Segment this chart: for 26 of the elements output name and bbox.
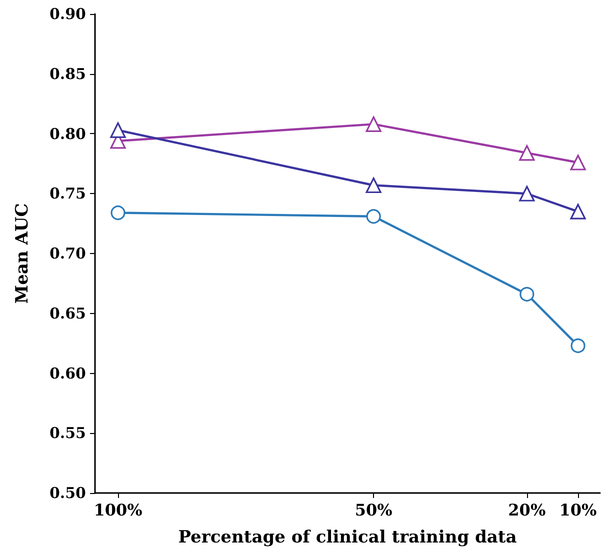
y-tick-label: 0.70 — [49, 244, 86, 262]
point — [366, 177, 382, 194]
point — [110, 205, 126, 220]
point — [570, 154, 586, 170]
y-tick-label: 0.75 — [49, 184, 86, 203]
point — [366, 209, 381, 224]
point — [520, 286, 534, 302]
point — [110, 122, 126, 138]
point — [366, 116, 382, 132]
y-tick-label: 0.80 — [49, 124, 86, 143]
y-tick-label: 0.60 — [49, 364, 86, 382]
point — [519, 145, 535, 161]
y-tick-label: 0.55 — [49, 424, 86, 442]
point — [519, 186, 535, 202]
x-tick-label: 50% — [354, 500, 392, 520]
x-tick-label: 10% — [559, 500, 597, 520]
y-tick-label: 0.90 — [49, 5, 86, 23]
y-tick-label: 0.85 — [49, 64, 86, 83]
x-tick-label: 20% — [508, 500, 546, 520]
y-axis-title: Mean AUC — [12, 203, 32, 304]
y-tick-label: 0.50 — [49, 484, 86, 502]
x-tick-label: 100% — [94, 500, 142, 520]
point — [570, 204, 586, 220]
x-axis-title: Percentage of clinical training data — [178, 528, 517, 548]
point — [570, 338, 586, 354]
y-tick-label: 0.65 — [49, 304, 86, 322]
